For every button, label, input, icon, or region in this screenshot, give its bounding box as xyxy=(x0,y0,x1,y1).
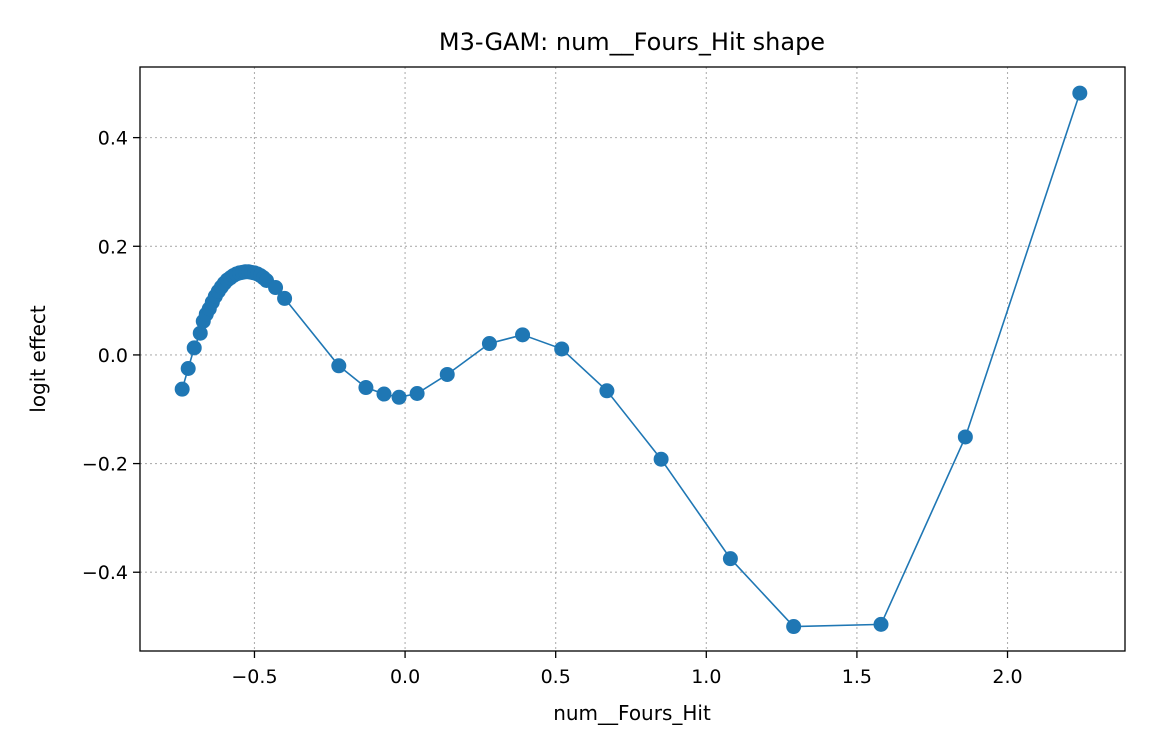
data-point xyxy=(515,327,531,343)
x-tick-label: 0.5 xyxy=(541,666,571,688)
x-tick-label: 1.5 xyxy=(842,666,872,688)
y-tick-label: −0.2 xyxy=(82,454,128,476)
y-tick-label: 0.0 xyxy=(98,345,128,367)
data-point xyxy=(391,389,407,405)
data-point xyxy=(331,358,347,374)
data-point xyxy=(653,451,669,467)
data-point xyxy=(180,361,196,377)
data-point xyxy=(873,616,889,632)
y-axis-label: logit effect xyxy=(26,305,50,413)
x-tick-label: −0.5 xyxy=(231,666,277,688)
data-point xyxy=(439,366,455,382)
data-points xyxy=(174,85,1088,635)
y-axis-ticks: −0.4 −0.2 0.0 0.2 0.4 xyxy=(82,128,140,584)
data-point xyxy=(599,383,615,399)
data-point xyxy=(376,386,392,402)
data-point xyxy=(174,381,190,397)
data-point xyxy=(481,336,497,352)
data-point xyxy=(186,340,202,356)
data-point xyxy=(409,385,425,401)
y-tick-label: 0.4 xyxy=(98,128,128,150)
chart-title: M3-GAM: num__Fours_Hit shape xyxy=(439,28,825,56)
data-point xyxy=(358,380,374,396)
data-point xyxy=(268,280,284,296)
data-point xyxy=(192,325,208,341)
data-point xyxy=(957,429,973,445)
data-point xyxy=(786,619,802,635)
data-point xyxy=(277,290,293,306)
data-point xyxy=(1072,85,1088,101)
x-tick-label: 1.0 xyxy=(691,666,721,688)
x-tick-label: 2.0 xyxy=(992,666,1022,688)
data-point xyxy=(554,341,570,357)
plot-frame xyxy=(139,66,1126,652)
y-tick-label: 0.2 xyxy=(98,236,128,258)
x-axis-label: num__Fours_Hit xyxy=(553,701,711,725)
gridlines xyxy=(140,67,1125,651)
data-point xyxy=(722,551,738,567)
x-axis-ticks: −0.5 0.0 0.5 1.0 1.5 2.0 xyxy=(231,651,1023,688)
y-tick-label: −0.4 xyxy=(82,562,128,584)
x-tick-label: 0.0 xyxy=(390,666,420,688)
